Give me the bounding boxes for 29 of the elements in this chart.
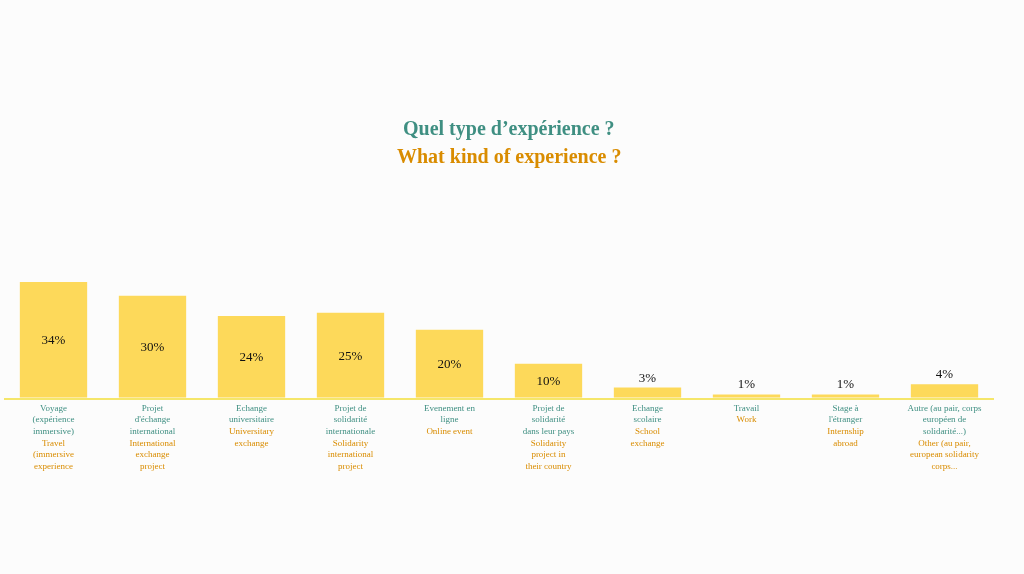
- x-tick-label: Evenement en ligne Online event: [423, 402, 476, 436]
- x-tick-label: Travail Work: [733, 402, 760, 425]
- data-label: 3%: [638, 369, 657, 385]
- chart-subtitle: What kind of experience ?: [397, 145, 622, 168]
- bar: [19, 282, 88, 398]
- data-label: 1%: [836, 376, 855, 392]
- data-label: 24%: [239, 349, 264, 365]
- x-tick-label: Autre (au pair, corps européen de solidarité...) Other (au pair, european solidarity corps...: [907, 402, 983, 472]
- x-tick-label: Projet d'échange international International exchange project: [129, 402, 176, 472]
- data-label: 1%: [737, 376, 756, 392]
- data-label: 10%: [536, 373, 561, 389]
- data-label: 34%: [41, 332, 66, 348]
- bar: [316, 312, 385, 398]
- x-tick-label: Stage à l'étranger Internship abroad: [827, 402, 865, 448]
- x-tick-label: Projet de solidarité internationale Solidarity international project: [325, 402, 376, 472]
- data-label: 30%: [140, 339, 165, 355]
- bar: [217, 316, 286, 398]
- bar: [415, 329, 484, 398]
- x-tick-label: Voyage (expérience immersive) Travel (immersive experience: [32, 402, 75, 472]
- data-label: 4%: [935, 366, 954, 382]
- chart-title: Quel type d’expérience ?: [403, 117, 615, 140]
- x-tick-label: Echange scolaire School exchange: [630, 402, 665, 448]
- x-tick-label: Echange universitaire Universitary exchange: [229, 402, 275, 448]
- bar: [118, 295, 187, 398]
- bar: [910, 384, 979, 398]
- x-tick-label: Projet de solidarité dans leur pays Solidarity project in their country: [522, 402, 575, 472]
- data-label: 25%: [338, 347, 363, 363]
- bar: [514, 363, 583, 398]
- data-label: 20%: [437, 356, 462, 372]
